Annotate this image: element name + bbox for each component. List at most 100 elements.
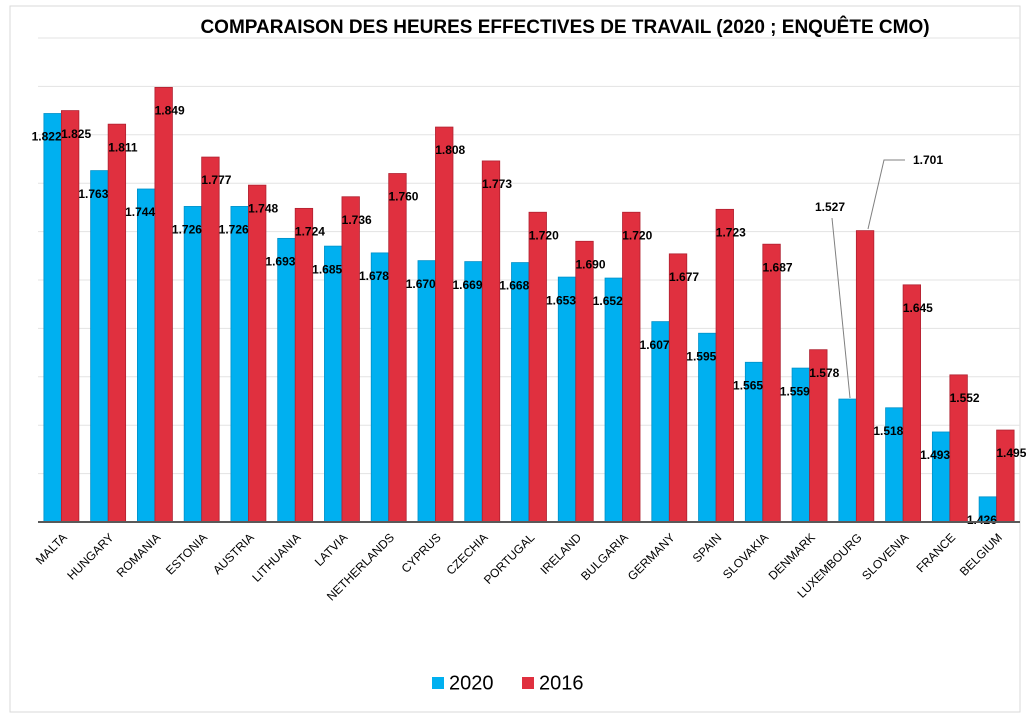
bar [996,429,1015,523]
x-tick-label: LATVIA [312,530,351,569]
value-label: 1.744 [125,205,155,219]
bar [557,276,577,523]
bar [324,245,343,523]
value-label: 1.763 [78,187,108,201]
chart-border [9,5,1021,713]
value-label: 1.668 [499,279,529,293]
bars [43,86,1015,523]
bar [248,184,267,523]
leader-line [867,159,905,230]
value-label: 1.493 [920,448,950,462]
value-label: 1.653 [546,293,576,307]
value-label: 1.690 [575,257,605,271]
bar [137,188,156,523]
bar [60,110,80,523]
bar [90,170,109,523]
legend-swatch [432,677,444,689]
bar [230,206,249,523]
value-label: 1.607 [640,338,670,352]
value-label: 1.825 [61,127,91,141]
x-tick-label: ROMANIA [114,530,164,580]
chart-title: COMPARAISON DES HEURES EFFECTIVES DE TRA… [200,16,929,38]
bar [435,126,454,523]
value-label: 1.677 [669,270,699,284]
x-tick-label: LITHUANIA [249,530,303,584]
value-label: 1.595 [686,349,716,363]
value-label: 1.724 [295,225,325,239]
bar [43,113,62,523]
x-tick-label: SLOVAKIA [720,530,771,581]
x-tick-label: CZECHIA [443,530,490,577]
x-tick-label: PORTUGAL [481,530,538,587]
legend-swatch [522,677,534,689]
bar [464,261,483,523]
bar [855,230,875,523]
x-tick-label: AUSTRIA [210,530,257,577]
bar [183,206,203,523]
bar [294,207,314,523]
value-label: 1.736 [342,213,372,227]
bar [838,398,857,523]
bar [528,211,547,523]
x-tick-label: CYPRUS [399,530,444,575]
value-label: 1.849 [155,104,185,118]
x-tick-label: BULGARIA [578,530,631,583]
value-label: 1.678 [359,269,389,283]
x-tick-label: FRANCE [913,530,958,575]
value-label: 1.552 [950,391,980,405]
value-label: 1.578 [809,366,839,380]
x-tick-label: HUNGARY [64,530,116,582]
bar [668,253,688,523]
value-label: 1.669 [452,278,482,292]
value-label: 1.748 [248,201,278,215]
value-label: 1.701 [913,153,943,167]
value-label: 1.518 [873,424,903,438]
bar [575,240,594,523]
value-label: 1.723 [716,226,746,240]
x-tick-label: IRELAND [537,530,584,577]
value-label: 1.687 [763,260,793,274]
bar [715,208,734,523]
bar [341,196,360,523]
bar [388,173,407,523]
value-label: 1.670 [406,277,436,291]
value-label: 1.811 [108,140,138,154]
value-label: 1.426 [967,513,997,527]
value-label: 1.720 [529,228,559,242]
value-label: 1.760 [388,190,418,204]
bar [604,277,623,523]
bar [201,156,220,523]
bar [277,237,296,523]
bar [417,260,436,523]
value-label: 1.808 [435,143,465,157]
value-label: 1.726 [172,223,202,237]
value-label: 1.527 [815,200,845,214]
value-label: 1.652 [593,294,623,308]
value-label: 1.645 [903,301,933,315]
bar [511,262,530,523]
value-label: 1.720 [622,228,652,242]
bar [370,252,390,523]
x-tick-label: GERMANY [625,530,678,583]
x-tick-label: SPAIN [690,530,725,565]
leader-line [831,217,851,399]
legend-label: 2016 [539,672,584,694]
value-label: 1.693 [265,255,295,269]
bar [931,431,951,523]
bar [622,211,641,523]
bar [762,243,781,523]
value-label: 1.726 [219,223,249,237]
x-tick-label: MALTA [33,530,70,567]
value-label: 1.495 [996,446,1026,460]
value-label: 1.822 [32,130,62,144]
legend-label: 2020 [449,672,494,694]
bar [107,123,127,523]
x-tick-label: SLOVENIA [859,530,911,582]
bar [154,86,173,523]
value-label: 1.685 [312,262,342,276]
x-tick-label: BELGIUM [957,530,1005,578]
bar [481,160,501,523]
value-label: 1.777 [201,173,231,187]
value-label: 1.773 [482,177,512,191]
